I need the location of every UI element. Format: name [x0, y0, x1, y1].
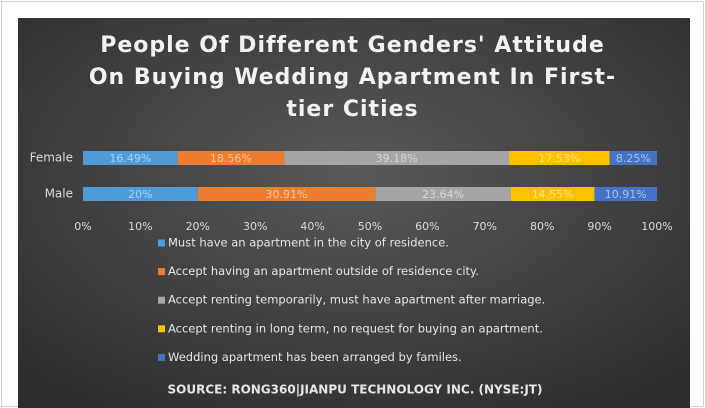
bar-segment — [609, 151, 658, 165]
legend-swatch — [158, 296, 165, 304]
legend-swatch — [158, 239, 165, 247]
bar-segment — [594, 187, 658, 201]
legend-label: Must have an apartment in the city of re… — [168, 236, 449, 250]
y-tick-label: Female — [30, 151, 73, 165]
chart-panel — [18, 18, 690, 408]
data-label: 18.56% — [210, 152, 252, 165]
legend-swatch — [158, 325, 165, 333]
bar-segment — [509, 151, 610, 165]
data-label: 23.64% — [422, 188, 464, 201]
data-label: 8.25% — [616, 152, 651, 165]
bar-segment — [83, 187, 198, 201]
legend-label: Accept having an apartment outside of re… — [168, 264, 479, 278]
legend-swatch — [158, 353, 165, 361]
legend-label: Accept renting temporarily, must have ap… — [168, 293, 545, 307]
x-tick-label: 20% — [186, 220, 210, 233]
bar-segment — [510, 187, 595, 201]
legend-label: Accept renting in long term, no request … — [168, 321, 543, 335]
x-tick-label: 40% — [300, 220, 324, 233]
x-tick-label: 0% — [74, 220, 91, 233]
data-label: 39.18% — [376, 152, 418, 165]
bar-segment — [375, 187, 511, 201]
chart-title: People Of Different Genders' Attitude On… — [88, 33, 617, 122]
data-label: 20% — [128, 188, 152, 201]
bar-segment — [177, 151, 285, 165]
bar-segment — [83, 151, 178, 165]
legend-swatch — [158, 268, 165, 276]
bar-segment — [197, 187, 376, 201]
legend-label: Wedding apartment has been arranged by f… — [168, 350, 462, 364]
x-tick-label: 100% — [641, 220, 672, 233]
x-tick-label: 30% — [243, 220, 267, 233]
x-tick-label: 90% — [587, 220, 611, 233]
data-label: 16.49% — [109, 152, 151, 165]
data-label: 30.91% — [266, 188, 308, 201]
y-tick-label: Male — [45, 187, 73, 201]
x-tick-label: 70% — [473, 220, 497, 233]
data-label: 10.91% — [605, 188, 647, 201]
source: SOURCE: RONG360|JIANPU TECHNOLOGY INC. (… — [168, 383, 543, 397]
x-tick-label: 80% — [530, 220, 554, 233]
data-label: 17.53% — [538, 152, 580, 165]
x-tick-label: 50% — [358, 220, 382, 233]
data-label: 14.55% — [532, 188, 574, 201]
bar-segment — [284, 151, 510, 165]
x-tick-label: 60% — [415, 220, 439, 233]
x-tick-label: 10% — [128, 220, 152, 233]
